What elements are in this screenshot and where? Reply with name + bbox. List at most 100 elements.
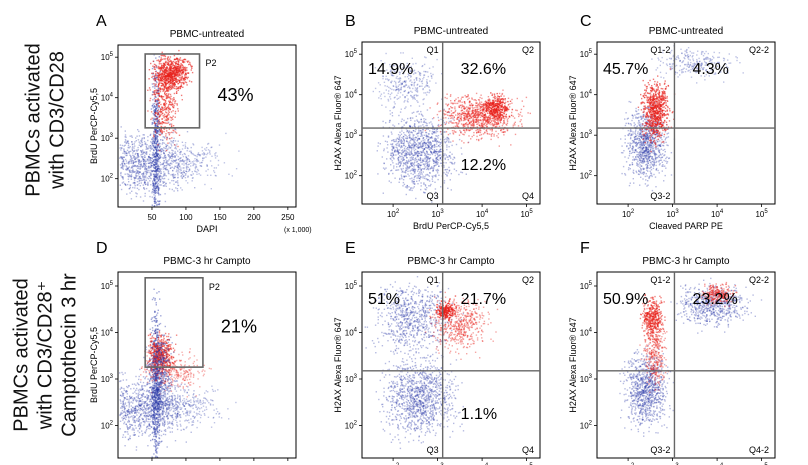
y-tick-label: 104 xyxy=(101,327,114,337)
x-tick-label: 104 xyxy=(476,463,489,465)
x-axis-label: DAPI xyxy=(196,224,217,234)
x-tick-label: 102 xyxy=(387,463,400,465)
quadrant-percent-q2: 4.3% xyxy=(692,61,728,78)
quadrant-name: Q2 xyxy=(522,275,534,285)
x-tick-label: 102 xyxy=(622,209,635,219)
x-tick-label: 104 xyxy=(711,463,724,465)
gate-label: P2 xyxy=(206,58,217,68)
gate-percent: 43% xyxy=(218,85,254,105)
quadrant-name: Q4 xyxy=(522,445,534,455)
panel-letter: A xyxy=(96,13,107,30)
quadrant-percent-q2: 32.6% xyxy=(461,61,506,78)
x-axis-label: Cleaved PARP PE xyxy=(649,221,723,231)
x-tick-label: 104 xyxy=(476,209,489,219)
quadrant-name: Q1-2 xyxy=(650,45,670,55)
quadrant-percent-q1: 51% xyxy=(368,291,400,308)
y-axis-label: H2AX Alexa Fluor® 647 xyxy=(568,317,578,412)
x-tick-label: 105 xyxy=(520,209,533,219)
panel-letter: E xyxy=(345,240,356,257)
quadrant-percent-q2: 23.2% xyxy=(692,291,737,308)
y-tick-label: 104 xyxy=(580,327,593,337)
x-tick-label: 103 xyxy=(431,463,444,465)
gate-label: P2 xyxy=(209,282,220,292)
x-tick-label: 100 xyxy=(179,213,193,222)
y-tick-label: 105 xyxy=(101,52,114,62)
x-tick-label: 105 xyxy=(520,463,533,465)
panel-letter: B xyxy=(345,13,356,30)
x-tick-label: 200 xyxy=(247,213,261,222)
panel-title: PBMC-3 hr Campto xyxy=(163,256,251,267)
y-tick-label: 104 xyxy=(101,93,114,103)
quadrant-name: Q1 xyxy=(427,45,439,55)
y-tick-label: 103 xyxy=(345,374,358,384)
y-tick-label: 104 xyxy=(580,90,593,100)
y-axis-label: BrdU PerCP-Cy5,5 xyxy=(89,88,99,164)
gate-percent: 21% xyxy=(221,316,257,336)
gate-box xyxy=(144,277,204,368)
quadrant-name: Q2 xyxy=(522,45,534,55)
quadrant-name: Q3-2 xyxy=(650,445,670,455)
y-tick-label: 105 xyxy=(101,281,114,291)
y-tick-label: 102 xyxy=(580,420,593,430)
y-tick-label: 104 xyxy=(345,90,358,100)
y-axis-label: BrdU PerCP-Cy5,5 xyxy=(89,327,99,403)
event-cloud xyxy=(119,49,240,207)
quadrant-name: Q3 xyxy=(427,445,439,455)
quadrant-percent-q4: 1.1% xyxy=(461,406,497,423)
x-tick-label: 50 xyxy=(148,213,157,222)
event-cloud xyxy=(619,277,763,437)
x-tick-label: 105 xyxy=(755,463,768,465)
event-cloud xyxy=(119,288,237,459)
x-tick-label: 103 xyxy=(666,463,679,465)
panel-letter: C xyxy=(580,13,592,30)
x-tick-label: 150 xyxy=(213,213,227,222)
y-tick-label: 102 xyxy=(101,174,114,184)
panel-letter: F xyxy=(580,240,590,257)
event-cloud xyxy=(364,276,499,450)
y-tick-label: 103 xyxy=(580,130,593,140)
panel-letter: D xyxy=(96,240,108,257)
panel-B: Q1 Q2 Q3 Q4 14.9% 32.6% 12.2% PBMC-untreated B Br… xyxy=(333,13,541,231)
panel-title: PBMC-3 hr Campto xyxy=(407,256,495,267)
panel-C: Q1-2 Q2-2 Q3-2 45.7% 4.3% PBMC-untreated C Clea… xyxy=(568,13,776,231)
quadrant-name: Q4 xyxy=(522,191,534,201)
gate-box xyxy=(144,53,201,129)
quadrant-name: Q3-2 xyxy=(650,191,670,201)
panel-title: PBMC-untreated xyxy=(414,26,488,37)
x-tick-label: 103 xyxy=(431,209,444,219)
y-tick-label: 102 xyxy=(101,420,114,430)
panel-title: PBMC-untreated xyxy=(170,29,244,40)
quadrant-name: Q3 xyxy=(427,191,439,201)
y-tick-label: 103 xyxy=(101,133,114,143)
y-tick-label: 105 xyxy=(345,49,358,59)
event-cloud xyxy=(372,52,531,203)
y-tick-label: 103 xyxy=(345,130,358,140)
x-tick-label: 105 xyxy=(755,209,768,219)
y-axis-label: H2AX Alexa Fluor® 647 xyxy=(333,75,343,170)
plot-frame xyxy=(117,271,297,459)
quadrant-percent-q1: 50.9% xyxy=(603,291,648,308)
panel-title: PBMC-untreated xyxy=(649,26,723,37)
quadrant-name: Q2-2 xyxy=(749,45,769,55)
x-tick-label: 102 xyxy=(622,463,635,465)
quadrant-name: Q1 xyxy=(427,275,439,285)
x-tick-label: 250 xyxy=(281,213,295,222)
quadrant-name: Q2-2 xyxy=(749,275,769,285)
panel-F: Q1-2 Q2-2 Q3-2 Q4-2 50.9% 23.2% PBMC-3 hr Camp… xyxy=(568,240,776,461)
quadrant-name: Q1-2 xyxy=(650,275,670,285)
plot-frame xyxy=(117,44,297,208)
plot-frame xyxy=(361,271,541,459)
plot-frame xyxy=(596,41,776,205)
x-tick-label: 104 xyxy=(711,209,724,219)
y-tick-label: 105 xyxy=(580,49,593,59)
y-tick-label: 104 xyxy=(345,327,358,337)
y-tick-label: 105 xyxy=(580,281,593,291)
x-axis-unit: (x 1,000) xyxy=(284,227,312,234)
quadrant-percent-q1: 14.9% xyxy=(368,61,413,78)
plot-frame xyxy=(596,271,776,459)
y-tick-label: 103 xyxy=(580,374,593,384)
x-tick-label: 103 xyxy=(666,209,679,219)
quadrant-name: Q4-2 xyxy=(749,445,769,455)
